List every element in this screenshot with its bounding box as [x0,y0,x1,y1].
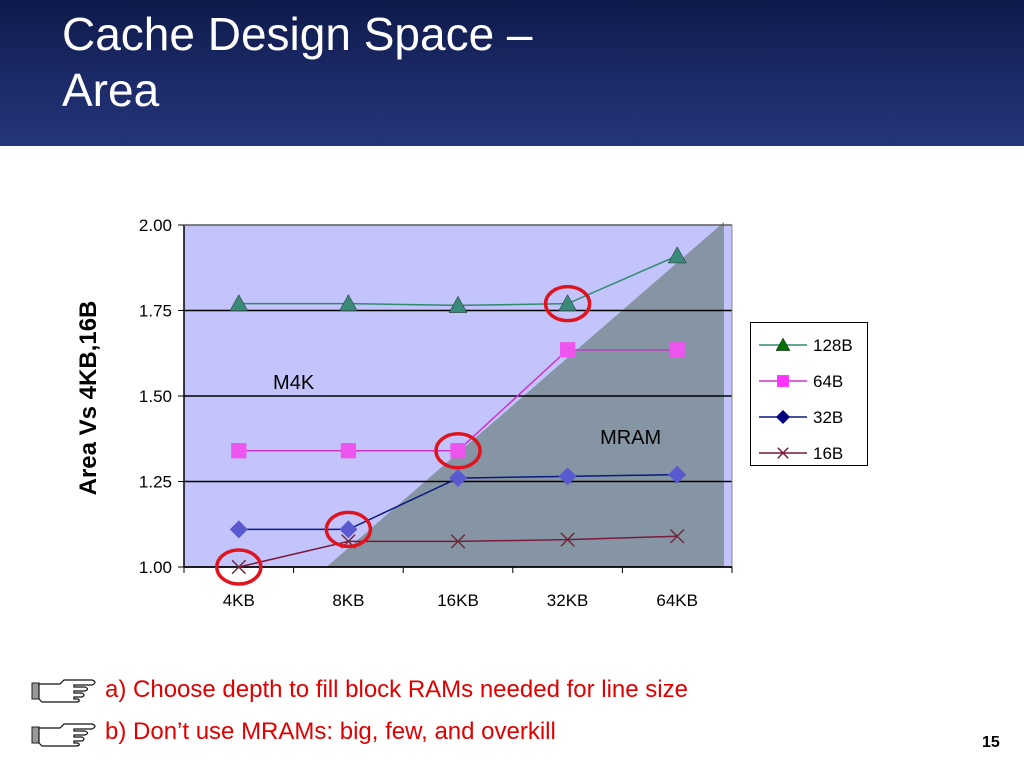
marker-triangle [558,294,578,312]
x-tick-label: 16KB [437,591,479,610]
marker-diamond [668,465,687,484]
pointing-hand-icon [31,679,96,703]
legend-label: 64B [813,372,843,391]
x-tick-label: 64KB [656,591,698,610]
y-tick-label: 2.00 [139,216,172,235]
slide-title: Cache Design Space – Area [62,6,962,118]
y-tick-label: 1.50 [139,387,172,406]
marker-diamond [776,410,790,424]
x-tick-label: 8KB [332,591,364,610]
chart-legend: 128B 64B 32B 16B [750,322,868,466]
legend-entries: 128B 64B 32B 16B [759,336,853,463]
pointing-hand-icon [31,723,96,747]
y-axis-label: Area Vs 4KB,16B [75,301,102,496]
marker-square [231,443,247,459]
marker-triangle [448,295,468,313]
title-bar: Cache Design Space – Area [0,0,1024,146]
marker-square [340,443,357,459]
slide-title-line2: Area [62,64,160,116]
marker-diamond [339,520,358,539]
marker-triangle [667,246,687,264]
marker-diamond [558,467,577,486]
marker-diamond [449,469,467,488]
marker-x-stroke [560,532,575,547]
marker-diamond [229,520,248,539]
y-tick-label: 1.75 [139,302,172,321]
marker-square [777,375,789,387]
marker-x-stroke [669,528,685,544]
marker-triangle [338,294,358,312]
y-tick-label: 1.25 [139,473,172,492]
legend-label: 32B [813,408,843,427]
marker-square [669,342,685,358]
marker-triangle [775,337,791,351]
page-number: 15 [982,734,1000,751]
region-label-mram: MRAM [600,427,661,449]
legend-label: 16B [813,444,843,463]
legend-label: 128B [813,336,853,355]
marker-x [560,532,575,547]
marker-x [450,534,466,549]
marker-square [450,443,466,459]
marker-triangle [229,294,249,312]
bullet-text-a: a) Choose depth to fill block RAMs neede… [105,676,688,703]
marker-x-stroke [450,534,466,549]
marker-x-stroke [777,447,789,459]
highlight-circle [215,548,263,586]
bullet-text-b: b) Don’t use MRAMs: big, few, and overki… [105,718,556,745]
marker-x [777,447,789,459]
marker-x-stroke [231,559,247,575]
x-tick-label: 4KB [223,591,255,610]
highlight-circle [543,284,592,323]
y-tick-label: 1.00 [139,558,172,577]
marker-x [669,528,685,544]
highlight-circle [434,431,482,470]
marker-x [231,559,247,575]
slide-title-line1: Cache Design Space – [62,8,533,60]
highlight-circle [324,510,373,549]
region-label-m4k: M4K [273,372,315,394]
marker-square [559,342,576,358]
x-tick-label: 32KB [547,591,589,610]
